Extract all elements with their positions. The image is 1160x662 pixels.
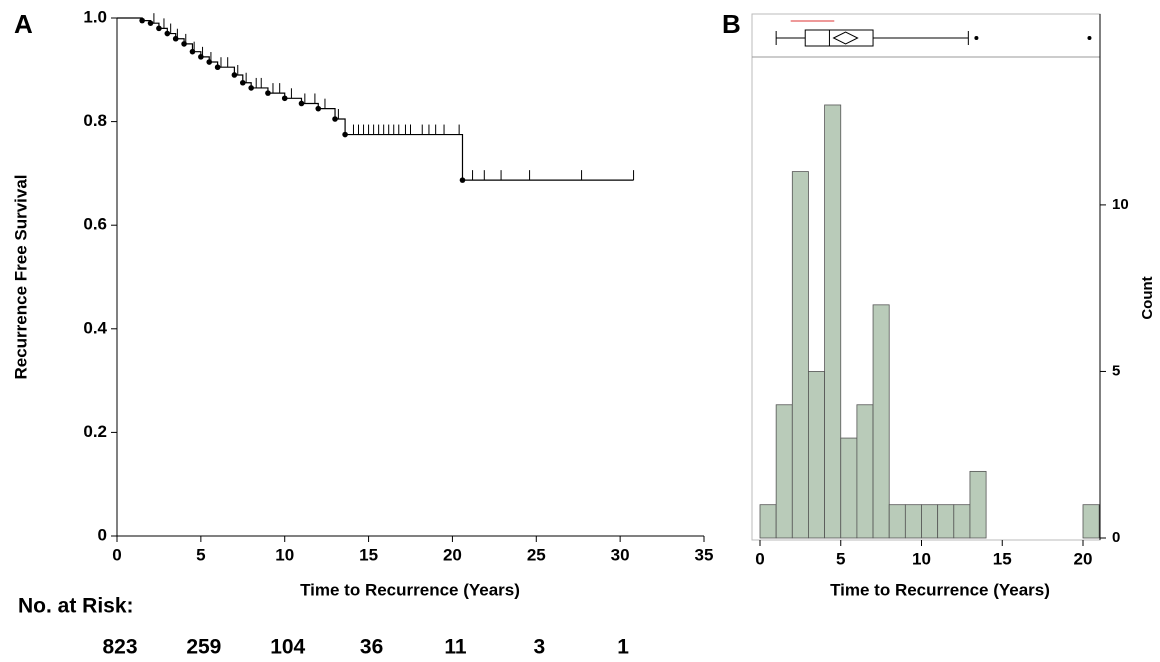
y-axis-title: Count [1139,276,1156,319]
histogram-bar [937,504,955,539]
event-dot [342,131,348,138]
y-tick-label: 0.2 [83,422,107,441]
mean-diamond [832,31,859,45]
histogram-bar [808,371,826,539]
event-dot [214,64,221,71]
x-tick-label: 5 [836,549,845,568]
x-tick-label: 0 [112,545,121,564]
histogram-bar [953,504,971,539]
x-tick-label: 5 [196,545,205,564]
event-dot [281,95,288,102]
histogram-bar [904,504,922,539]
event-dot [239,79,246,86]
y-tick-label: 1.0 [83,7,107,26]
x-tick-label: 25 [527,545,546,564]
outlier [974,36,979,40]
histogram-bar [1082,504,1100,539]
x-tick-label: 10 [912,549,931,568]
histogram-bar [856,404,874,539]
histogram-bar [921,504,939,539]
histogram-bar [791,171,809,539]
at-risk-count: 1 [617,636,629,659]
y-tick-label: 0 [1112,529,1120,546]
event-dot [265,90,271,96]
box [804,29,874,47]
y-tick-label: 5 [1112,362,1120,379]
at-risk-count: 259 [186,636,221,659]
histogram-bar [840,437,858,539]
event-dot [147,20,154,26]
x-axis-title: Time to Recurrence (Years) [300,580,520,599]
x-tick-label: 20 [1074,549,1093,568]
at-risk-count: 3 [533,636,545,659]
y-tick-label: 0.6 [83,215,107,234]
x-tick-label: 20 [443,545,462,564]
outlier [1087,36,1092,40]
event-dot [248,85,254,91]
event-dot [332,116,338,122]
event-dot [315,105,322,112]
y-tick-label: 10 [1112,196,1129,213]
x-tick-label: 15 [359,545,378,564]
y-tick-label: 0.8 [83,111,107,130]
event-dot [139,17,145,24]
x-tick-label: 0 [755,549,764,568]
y-tick-label: 0.4 [83,318,107,337]
at-risk-count: 11 [444,636,467,659]
histogram-bar [759,504,777,539]
at-risk-count: 36 [360,636,383,659]
event-dot [298,100,305,107]
y-axis-title: Recurrence Free Survival [11,174,30,379]
x-tick-label: 35 [695,545,714,564]
x-tick-label: 10 [275,545,294,564]
at-risk-count: 823 [102,636,137,659]
risk-label: No. at Risk: [18,595,134,618]
histogram-bar [969,470,987,539]
event-dot [231,72,238,78]
x-axis-title: Time to Recurrence (Years) [830,580,1050,599]
x-tick-label: 15 [993,549,1012,568]
event-dot [459,177,466,183]
histogram-bar [872,304,890,539]
panel-label: B [722,9,741,39]
histogram-bar [824,104,842,539]
histogram-bar [775,404,793,539]
histogram-bar [888,504,906,539]
panel-label: A [14,9,33,39]
event-dot [164,30,171,37]
y-tick-label: 0 [98,525,107,544]
event-dot [156,25,162,32]
at-risk-count: 104 [270,636,305,659]
x-tick-label: 30 [611,545,630,564]
